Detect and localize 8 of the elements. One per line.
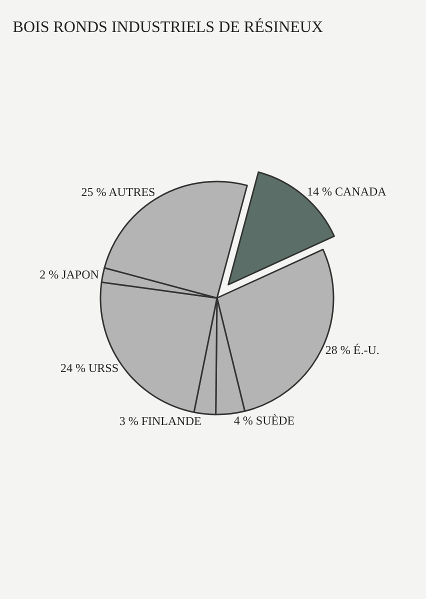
slice-label: 3 % FINLANDE — [119, 414, 202, 428]
slice-label: 4 % SUÈDE — [234, 414, 295, 428]
chart-title: BOIS RONDS INDUSTRIELS DE RÉSINEUX — [12, 18, 324, 36]
slice-label: 28 % É.-U. — [325, 343, 380, 358]
slice-label: 24 % URSS — [60, 360, 119, 375]
slice-label: 14 % CANADA — [306, 184, 387, 199]
slice-label: 2 % JAPON — [40, 268, 100, 282]
slice-label: 25 % AUTRES — [81, 184, 156, 199]
